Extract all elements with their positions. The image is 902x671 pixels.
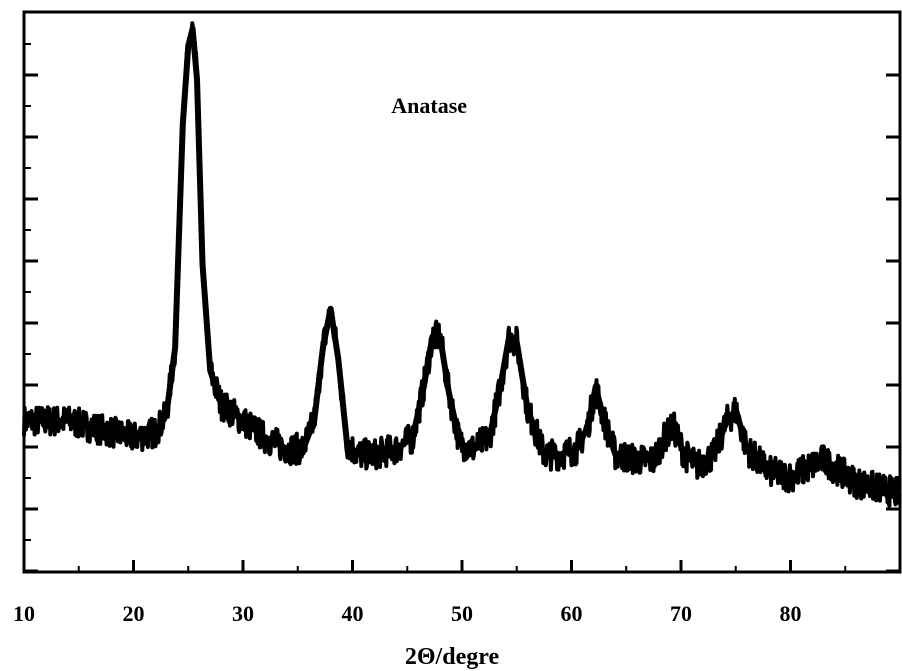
series-layer — [22, 21, 902, 508]
x-tick-label: 70 — [670, 601, 692, 626]
x-tick-label: 60 — [561, 601, 583, 626]
y-axis-ticks — [24, 43, 38, 573]
x-tick-label: 50 — [451, 601, 473, 626]
x-tick-label: 40 — [342, 601, 364, 626]
x-tick-label: 30 — [232, 601, 254, 626]
xrd-series-line — [24, 25, 901, 497]
x-axis-label: 2Θ/degre — [405, 644, 500, 670]
y-axis-right-ticks — [886, 73, 900, 573]
x-axis-ticks — [22, 560, 847, 572]
annotation-anatase: Anatase — [391, 93, 467, 118]
x-tick-label: 10 — [13, 601, 35, 626]
x-tick-label: 20 — [123, 601, 145, 626]
x-tick-label: 80 — [780, 601, 802, 626]
x-axis-tick-labels: 10 20 30 40 50 60 70 80 — [13, 601, 802, 626]
